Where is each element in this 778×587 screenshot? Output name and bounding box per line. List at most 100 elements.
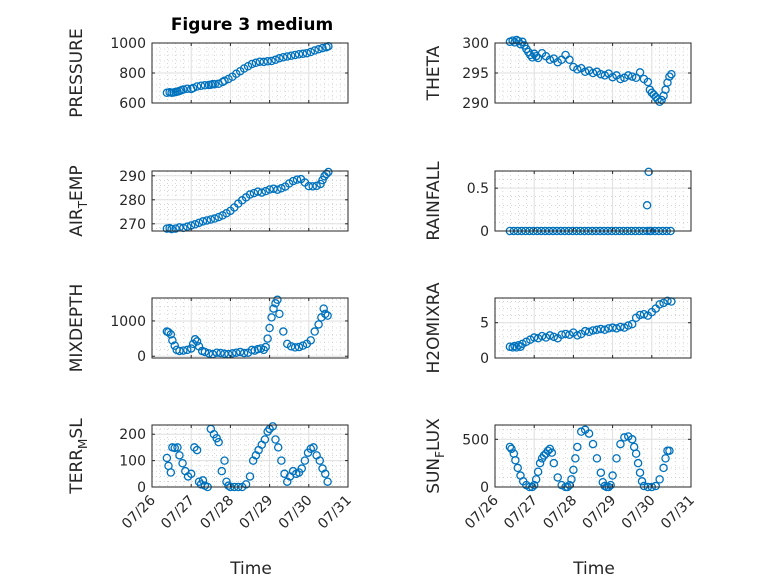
data-point: [612, 324, 621, 333]
data-point: [261, 342, 270, 352]
data-point: [271, 435, 280, 444]
data-point: [318, 43, 327, 53]
data-point: [315, 456, 325, 465]
data-series-air_temp: [162, 167, 333, 234]
subplot-rainfall: 0 0.5 RAINFALL: [424, 161, 692, 241]
y-tick-label: 295: [462, 66, 489, 82]
data-point: [635, 468, 645, 477]
data-point: [232, 348, 241, 357]
data-point: [175, 451, 184, 460]
data-point: [631, 73, 641, 83]
data-point: [288, 176, 298, 186]
subplot-pressure: 600 800 1000 PRESSURE: [67, 28, 349, 118]
data-point: [166, 468, 176, 477]
data-point: [290, 50, 300, 60]
data-series-mixdepth: [162, 295, 332, 359]
data-point: [212, 433, 221, 443]
data-point: [212, 348, 221, 357]
data-point: [279, 53, 288, 62]
axes-box: [494, 297, 692, 359]
data-point: [297, 464, 306, 473]
data-point: [228, 349, 237, 358]
axes-box: [494, 424, 692, 488]
data-point: [306, 47, 316, 57]
data-point: [321, 469, 330, 479]
data-point: [245, 472, 255, 481]
data-point: [171, 224, 180, 233]
data-point: [580, 67, 590, 77]
data-point: [235, 347, 245, 357]
data-point: [206, 215, 216, 224]
subplot-mixdepth: 0 1000 MIXDEPTH: [67, 284, 349, 372]
data-point: [257, 188, 267, 197]
data-point: [545, 331, 555, 340]
data-point: [633, 458, 643, 468]
data-point: [279, 327, 288, 336]
data-point: [247, 59, 257, 69]
data-point: [190, 335, 200, 344]
data-point: [269, 304, 278, 313]
data-point: [210, 80, 219, 89]
x-axis-label-right: Time: [572, 559, 615, 579]
data-point: [241, 480, 251, 489]
y-axis-label: TERRMSL: [67, 418, 90, 495]
data-point: [309, 443, 318, 452]
y-tick-label: 600: [119, 96, 146, 112]
data-point: [321, 309, 330, 319]
data-point: [584, 429, 594, 438]
y-tick-label: 5: [480, 316, 489, 332]
data-point: [314, 45, 323, 54]
data-point: [200, 347, 210, 357]
data-point: [616, 74, 625, 84]
data-point: [624, 71, 633, 80]
data-point: [659, 91, 668, 101]
data-point: [198, 217, 208, 226]
data-point: [516, 39, 525, 49]
subplot-air_temp: 270 280 290 AIRTEMP: [67, 165, 349, 237]
data-point: [655, 475, 664, 484]
data-point: [616, 439, 625, 449]
data-point: [217, 466, 227, 476]
data-point: [286, 51, 296, 61]
data-point: [245, 190, 255, 199]
data-point: [665, 72, 674, 81]
data-point: [204, 349, 214, 358]
data-point: [526, 50, 535, 60]
data-point: [222, 477, 231, 486]
data-point: [310, 327, 319, 336]
data-point: [627, 435, 637, 444]
data-point: [663, 78, 672, 87]
data-point: [194, 218, 204, 228]
data-point: [166, 330, 176, 339]
data-point: [535, 458, 545, 468]
y-tick-label: 290: [119, 169, 146, 185]
data-point: [269, 184, 278, 194]
y-tick-label: 0: [480, 351, 489, 367]
data-point: [514, 341, 523, 350]
data-point: [164, 327, 173, 337]
data-point: [298, 341, 308, 350]
data-point: [210, 214, 219, 223]
data-point: [273, 443, 283, 452]
data-point: [639, 309, 649, 319]
data-point: [323, 311, 332, 320]
data-point: [196, 81, 206, 91]
data-point: [596, 468, 606, 477]
data-point: [306, 336, 316, 345]
data-point: [323, 477, 332, 486]
data-point: [167, 224, 176, 234]
data-point: [239, 348, 249, 358]
data-point: [263, 334, 272, 343]
data-point: [277, 456, 286, 465]
data-series-pressure: [162, 42, 333, 98]
data-point: [253, 344, 263, 354]
data-point: [282, 52, 292, 61]
data-point: [545, 55, 555, 65]
data-point: [667, 69, 676, 79]
data-point: [267, 56, 276, 66]
data-point: [198, 476, 208, 485]
data-point: [186, 344, 196, 353]
figure-title: Figure 3 medium: [171, 15, 333, 35]
data-point: [255, 57, 265, 67]
y-tick-label: 0: [137, 349, 146, 365]
